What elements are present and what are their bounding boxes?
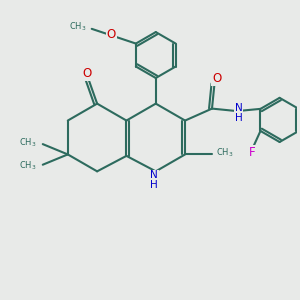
Text: CH$_3$: CH$_3$	[69, 20, 86, 33]
Text: O: O	[107, 28, 116, 41]
Text: CH$_3$: CH$_3$	[19, 136, 36, 149]
Text: N
H: N H	[235, 103, 242, 123]
Text: CH$_3$: CH$_3$	[19, 160, 36, 172]
Text: N: N	[150, 174, 159, 187]
Text: F: F	[249, 146, 256, 159]
Text: CH$_3$: CH$_3$	[216, 147, 234, 159]
Text: O: O	[82, 67, 92, 80]
Text: O: O	[212, 72, 221, 85]
Text: N
H: N H	[150, 170, 158, 190]
